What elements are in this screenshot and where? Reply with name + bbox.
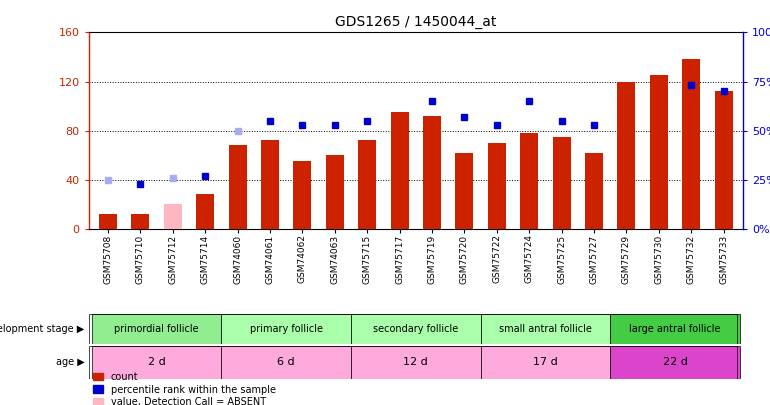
Bar — [610, 314, 740, 344]
Bar — [358, 141, 376, 229]
Text: 2 d: 2 d — [148, 358, 166, 367]
Text: 6 d: 6 d — [277, 358, 295, 367]
Bar — [222, 346, 351, 379]
Bar — [99, 214, 117, 229]
Text: large antral follicle: large antral follicle — [629, 324, 721, 334]
Bar — [351, 346, 480, 379]
Bar — [164, 204, 182, 229]
Bar — [553, 137, 571, 229]
Bar — [196, 194, 214, 229]
Bar — [222, 314, 351, 344]
Text: 22 d: 22 d — [662, 358, 688, 367]
Bar — [682, 60, 700, 229]
Text: development stage ▶: development stage ▶ — [0, 324, 85, 334]
Text: small antral follicle: small antral follicle — [499, 324, 592, 334]
Bar — [293, 161, 311, 229]
Bar — [618, 81, 635, 229]
Bar — [585, 153, 603, 229]
Text: secondary follicle: secondary follicle — [373, 324, 458, 334]
Bar — [715, 92, 732, 229]
Legend: count, percentile rank within the sample, value, Detection Call = ABSENT, rank, : count, percentile rank within the sample… — [93, 372, 276, 405]
Bar — [92, 346, 222, 379]
Text: primordial follicle: primordial follicle — [114, 324, 199, 334]
Bar — [132, 214, 149, 229]
Title: GDS1265 / 1450044_at: GDS1265 / 1450044_at — [335, 15, 497, 29]
Bar — [521, 133, 538, 229]
Bar — [650, 75, 668, 229]
Bar — [423, 116, 441, 229]
Bar — [480, 346, 610, 379]
Text: 17 d: 17 d — [533, 358, 557, 367]
Bar — [92, 314, 222, 344]
Bar — [351, 314, 480, 344]
Bar — [261, 141, 279, 229]
Bar — [456, 153, 474, 229]
Text: 12 d: 12 d — [403, 358, 428, 367]
Bar — [229, 145, 246, 229]
Text: primary follicle: primary follicle — [249, 324, 323, 334]
Text: age ▶: age ▶ — [56, 358, 85, 367]
Bar — [326, 155, 343, 229]
Bar — [488, 143, 506, 229]
Bar — [480, 314, 610, 344]
Bar — [610, 346, 740, 379]
Bar — [390, 112, 409, 229]
